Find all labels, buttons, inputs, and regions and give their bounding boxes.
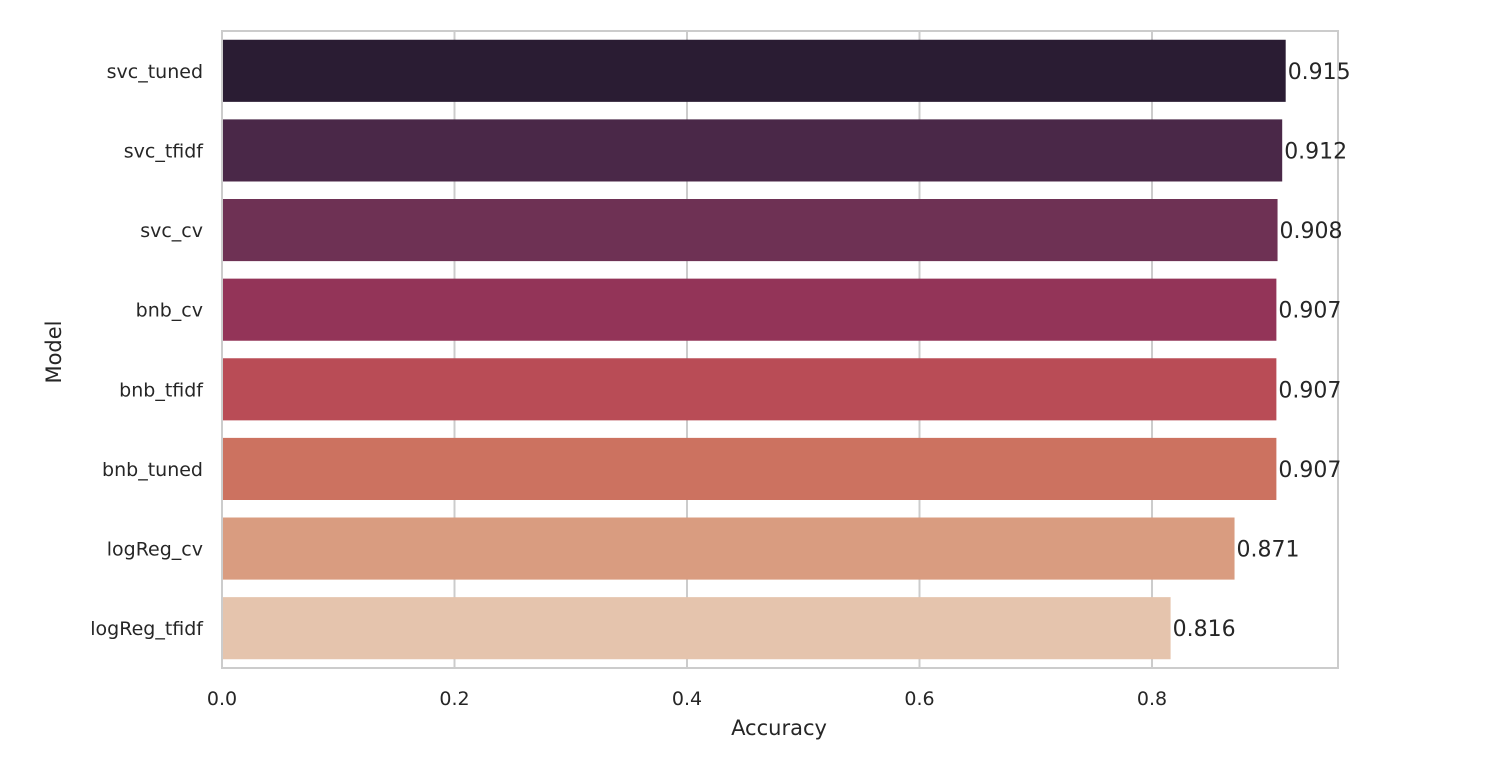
value-label: 0.908 [1280,219,1343,244]
bar-logReg-tfidf [223,597,1171,660]
y-tick-label: svc_tuned [107,61,203,83]
bar-bnb-tuned [223,437,1277,500]
x-axis-label: Accuracy [731,716,827,740]
x-tick-label: 0.0 [207,688,237,710]
x-tick-label: 0.4 [672,688,702,710]
y-tick-label: bnb_cv [136,300,203,322]
bar-bnb-tfidf [223,358,1277,421]
y-tick-labels: svc_tuned svc_tfidf svc_cv bnb_cv bnb_tfidfb… [90,61,204,640]
y-axis-label: Model [42,320,66,383]
plot-frame [221,30,1339,669]
bar-svc-tfidf [223,119,1283,182]
y-tick-label: svc_tfidf [124,140,205,162]
bars [223,39,1286,660]
value-label: 0.907 [1278,458,1341,483]
bar-svc-tuned [223,39,1286,102]
y-tick-label: logReg_tfidf [90,618,204,640]
bar-svc-cv [223,199,1278,262]
value-label: 0.907 [1278,378,1341,403]
x-tick-label: 0.8 [1137,688,1167,710]
y-tick-label: bnb_tfidf [119,379,204,401]
value-label: 0.816 [1173,617,1236,642]
y-tick-label: logReg_cv [107,539,203,561]
y-tick-label: bnb_tuned [102,459,203,481]
value-label: 0.912 [1284,139,1347,164]
x-tick-label: 0.6 [904,688,934,710]
bar-bnb-cv [223,278,1277,341]
value-label: 0.915 [1288,60,1351,85]
x-tick-labels: 0.0 0.2 0.4 0.6 0.8 [207,688,1167,710]
value-label: 0.907 [1278,299,1341,324]
y-tick-label: svc_cv [140,220,203,242]
x-tick-label: 0.2 [439,688,469,710]
value-label: 0.871 [1237,538,1300,563]
value-labels: 0.915 0.912 0.908 0.907 0.907 0.907 0.871 0.816 [1173,60,1351,642]
bar-logReg-cv [223,517,1235,580]
